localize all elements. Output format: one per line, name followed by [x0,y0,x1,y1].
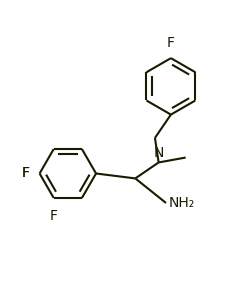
Text: NH₂: NH₂ [168,196,194,210]
Text: F: F [22,166,30,180]
Text: N: N [153,146,163,160]
Text: F: F [166,35,174,50]
Text: F: F [22,166,30,180]
Text: F: F [50,209,58,223]
